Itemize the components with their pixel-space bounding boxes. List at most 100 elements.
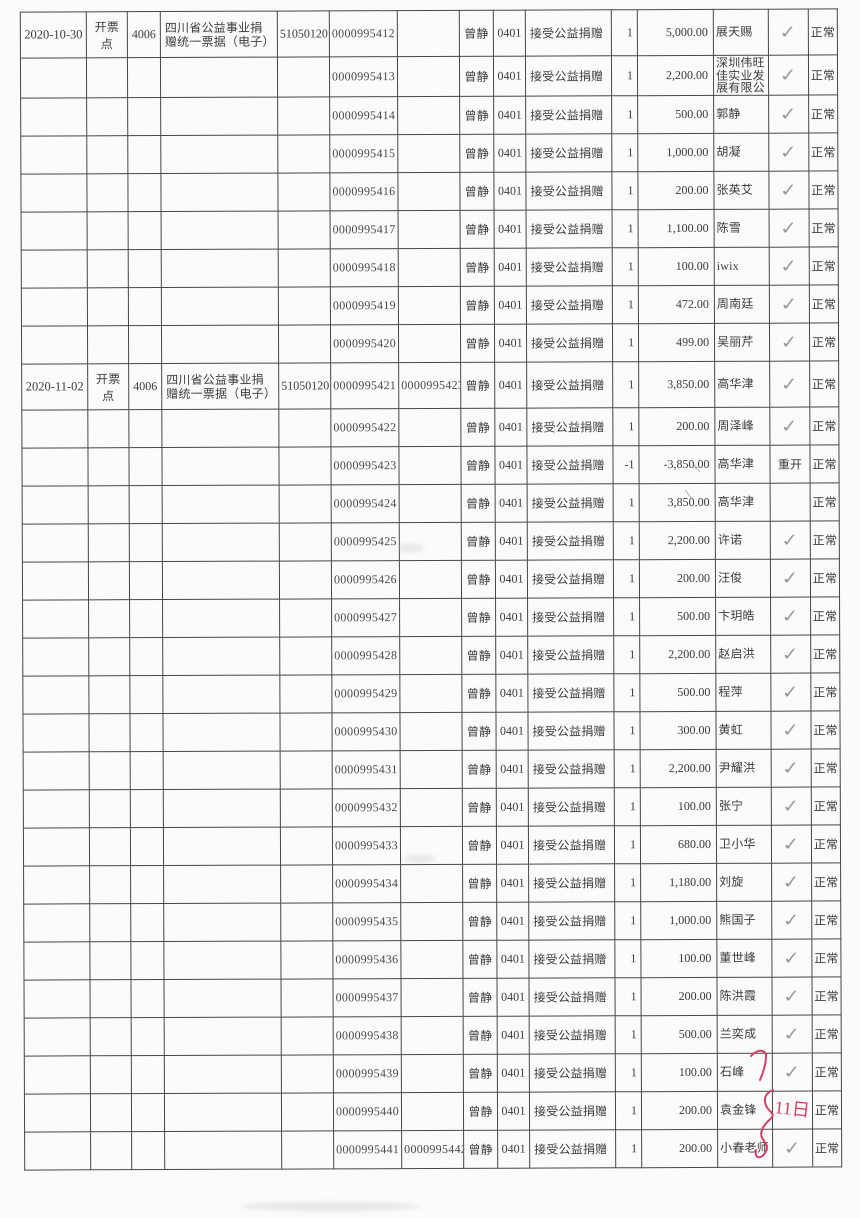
table-row: 0000995435 曾静 0401 接受公益捐赠 1 1,000.00 熊国子… — [23, 900, 841, 943]
cell-confirm-mark: ✓ — [771, 749, 812, 788]
checkmark-icon: ✓ — [778, 64, 799, 87]
payer-text: 高华津 — [717, 457, 755, 472]
cell-quantity: 1 — [612, 209, 639, 248]
cell-invoice-number: 0000995415 — [329, 134, 398, 173]
cell-book-code — [280, 864, 333, 904]
cell-item-code: 0401 — [497, 1016, 530, 1055]
cell-payer: 高华津 — [714, 361, 770, 408]
cell-payer: 卫小华 — [716, 825, 772, 864]
cell-amount: 3,850.00 — [639, 483, 716, 522]
cell-confirm-mark: ✓ — [771, 939, 812, 978]
table-row: 0000995420 曾静 0401 接受公益捐赠 1 499.00 吴丽芹 ✓… — [21, 322, 839, 365]
cell-issue-point: 开票点 — [87, 363, 129, 410]
cell-status: 正常 — [812, 1052, 842, 1092]
scan-smudge — [396, 544, 424, 552]
cell-operator: 曾静 — [462, 978, 498, 1017]
cell-amount: 200.00 — [641, 1091, 718, 1130]
table-row: 0000995419 曾静 0401 接受公益捐赠 1 472.00 周南廷 ✓… — [21, 284, 839, 327]
cell-item-code: 0401 — [495, 522, 528, 561]
cell-status: 正常 — [808, 132, 838, 172]
cell-point-code — [127, 135, 161, 174]
cell-invoice-number-2 — [400, 864, 463, 903]
payer-text: 尹耀洪 — [718, 761, 756, 776]
cell-issue-date — [21, 249, 88, 289]
cell-quantity: 1 — [611, 95, 638, 134]
cell-issue-date — [24, 1093, 91, 1133]
cell-issue-date: 2020-11-02 — [21, 363, 88, 411]
cell-status: 正常 — [810, 558, 840, 598]
cell-item-name: 接受公益捐赠 — [525, 171, 613, 211]
cell-item-name: 接受公益捐赠 — [526, 361, 613, 409]
cell-amount: 1,180.00 — [640, 863, 717, 902]
cell-item-name: 接受公益捐赠 — [529, 1015, 616, 1055]
cell-status: 正常 — [812, 1128, 842, 1168]
cell-item-name: 接受公益捐赠 — [526, 445, 614, 485]
cell-confirm-mark: ✓ — [772, 1015, 813, 1054]
cell-quantity: 1 — [611, 9, 638, 56]
cell-item-name: 接受公益捐赠 — [526, 247, 613, 287]
cell-invoice-number-2 — [401, 1092, 464, 1131]
cell-status: 正常 — [810, 596, 840, 636]
cell-status: 正常 — [809, 360, 839, 408]
cell-status: 正常 — [809, 208, 839, 248]
cell-item-code: 0401 — [497, 1130, 530, 1169]
cell-amount: 2,200.00 — [640, 749, 717, 788]
cell-confirm-mark: ✓ — [769, 209, 810, 248]
cell-invoice-number-2 — [397, 172, 461, 211]
cell-payer: 袁金锋 — [717, 1091, 773, 1130]
cell-confirm-mark: ✓ — [768, 133, 809, 172]
cell-amount: 200.00 — [641, 1129, 718, 1168]
cell-operator: 曾静 — [463, 1130, 498, 1169]
cell-operator: 曾静 — [460, 210, 495, 249]
cell-item-name: 接受公益捐赠 — [527, 673, 614, 713]
cell-confirm-mark — [772, 1091, 813, 1130]
cell-book-code — [279, 674, 332, 714]
cell-item-code: 0401 — [494, 248, 527, 287]
cell-status: 正常 — [811, 786, 841, 826]
cell-amount: 100.00 — [638, 247, 715, 286]
cell-book-code — [281, 1016, 334, 1056]
cell-item-code: 0401 — [496, 826, 529, 865]
cell-quantity: 1 — [613, 521, 640, 560]
cell-invoice-number-2 — [397, 134, 460, 173]
cell-item-code: 0401 — [494, 408, 527, 447]
cell-item-name: 接受公益捐赠 — [528, 977, 616, 1017]
cell-status: 正常 — [811, 900, 841, 940]
cell-invoice-number: 0000995441 — [333, 1130, 402, 1169]
cell-book-code — [279, 560, 332, 600]
payer-text: 刘旋 — [719, 875, 744, 890]
cell-amount: 1,000.00 — [640, 901, 717, 940]
cell-ticket-name — [164, 1093, 282, 1132]
cell-book-code — [281, 1130, 334, 1170]
cell-point-code: 4006 — [128, 363, 162, 410]
cell-confirm-mark: ✓ — [771, 977, 813, 1016]
cell-ticket-name — [163, 903, 281, 942]
cell-confirm-mark: ✓ — [770, 673, 811, 712]
cell-amount: 200.00 — [640, 977, 718, 1016]
cell-payer: 董世峰 — [716, 939, 772, 978]
cell-item-code: 0401 — [496, 978, 530, 1017]
scan-smudge — [240, 1202, 420, 1211]
cell-confirm-mark: ✓ — [769, 323, 810, 362]
cell-book-code — [279, 712, 333, 752]
cell-status: 正常 — [810, 634, 840, 674]
cell-status: 正常 — [811, 976, 842, 1016]
cell-point-code — [129, 599, 163, 638]
cell-operator: 曾静 — [461, 674, 496, 713]
cell-status: 正常 — [809, 246, 839, 286]
cell-item-code: 0401 — [493, 56, 526, 97]
checkmark-icon: ✓ — [780, 643, 801, 666]
cell-operator: 曾静 — [460, 446, 496, 485]
cell-book-code — [278, 446, 332, 486]
cell-invoice-number-2 — [399, 484, 462, 523]
checkmark-icon: ✓ — [779, 331, 800, 354]
cell-issue-point — [89, 751, 131, 790]
checkmark-icon: ✓ — [778, 141, 799, 164]
table-row: 0000995440 曾静 0401 接受公益捐赠 1 200.00 袁金锋 正… — [24, 1090, 842, 1133]
checkmark-icon: ✓ — [781, 871, 802, 894]
cell-status: 正常 — [811, 862, 841, 902]
cell-item-code: 0401 — [494, 324, 527, 363]
cell-quantity: 1 — [611, 171, 639, 210]
payer-text: 石峰 — [719, 1065, 745, 1080]
cell-issue-point — [89, 827, 131, 866]
